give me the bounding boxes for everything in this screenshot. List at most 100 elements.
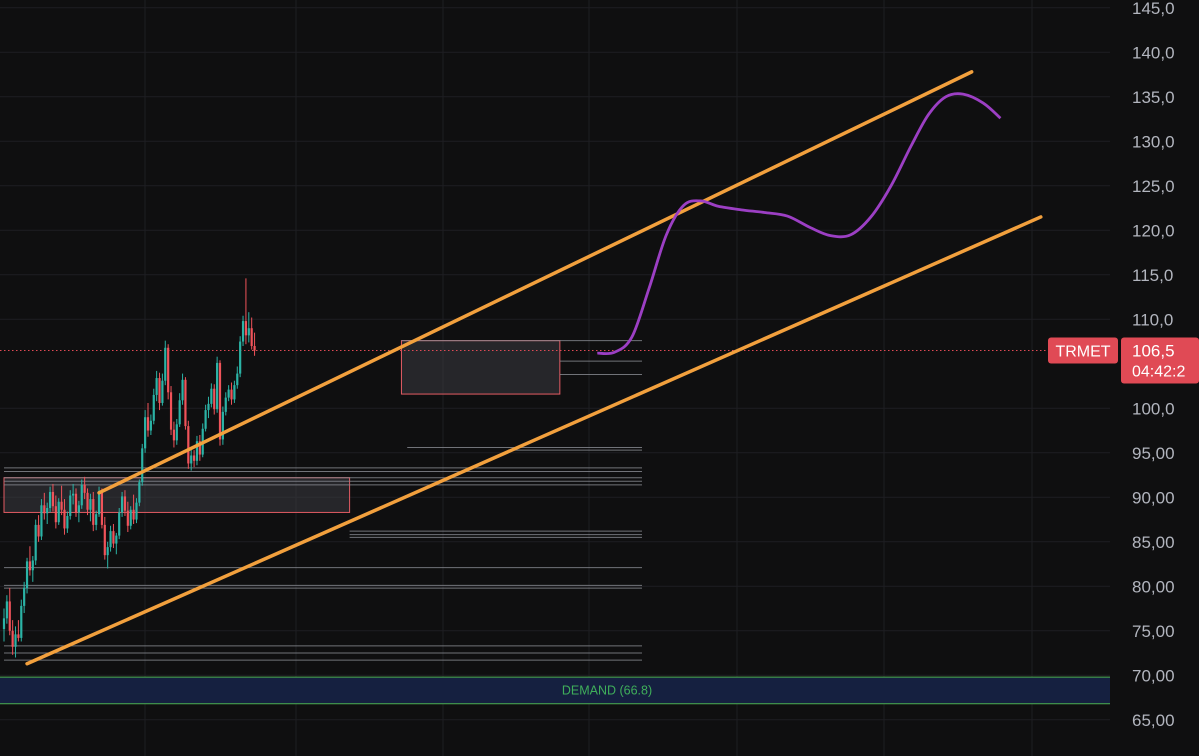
- candle-body[interactable]: [169, 392, 173, 430]
- candle-body[interactable]: [247, 328, 250, 336]
- candle-body[interactable]: [146, 417, 150, 431]
- candle-body[interactable]: [51, 491, 55, 507]
- candle-body[interactable]: [28, 561, 32, 571]
- candle-body[interactable]: [227, 389, 230, 398]
- candle-body[interactable]: [172, 429, 176, 441]
- candle-body[interactable]: [190, 455, 193, 464]
- candles[interactable]: [2, 278, 256, 658]
- candle-body[interactable]: [221, 411, 224, 440]
- candle-body[interactable]: [253, 346, 256, 351]
- price-axis[interactable]: 145,0 140,0 135,0 130,0 125,0 120,0 115,0 110,0…: [1132, 0, 1175, 730]
- candle-body[interactable]: [178, 400, 181, 425]
- candle-body[interactable]: [207, 403, 210, 411]
- candle-body[interactable]: [34, 524, 37, 561]
- candle-body[interactable]: [115, 535, 118, 544]
- candle-body[interactable]: [74, 493, 78, 513]
- candle-body[interactable]: [129, 509, 132, 526]
- candle-body[interactable]: [109, 531, 112, 548]
- candle-body[interactable]: [86, 492, 89, 510]
- candle-body[interactable]: [132, 509, 135, 520]
- candle-body[interactable]: [224, 397, 227, 412]
- candle-body[interactable]: [103, 524, 106, 556]
- candle-body[interactable]: [25, 561, 29, 589]
- candle-body[interactable]: [106, 547, 109, 556]
- projection-path[interactable]: [597, 92, 1002, 356]
- candle-body[interactable]: [236, 373, 239, 386]
- channel-line-lower[interactable]: [25, 215, 1043, 666]
- horizontal-levels[interactable]: [4, 340, 642, 661]
- candle-body[interactable]: [233, 385, 236, 400]
- candle-body[interactable]: [69, 495, 72, 516]
- candle-body[interactable]: [184, 379, 187, 427]
- candle-body[interactable]: [8, 601, 11, 631]
- candle-body[interactable]: [46, 507, 49, 514]
- candle-body[interactable]: [14, 634, 17, 647]
- candle-body[interactable]: [204, 410, 207, 429]
- candle-body[interactable]: [152, 394, 155, 421]
- candle-body[interactable]: [31, 560, 34, 571]
- candle-body[interactable]: [138, 482, 141, 503]
- candle-body[interactable]: [244, 321, 248, 336]
- candle-body[interactable]: [239, 341, 242, 374]
- price-axis-tick-label: 85,00: [1132, 533, 1175, 552]
- candle-body[interactable]: [161, 380, 164, 403]
- channel-line-upper[interactable]: [97, 70, 974, 495]
- candle-body[interactable]: [97, 491, 101, 515]
- range-box[interactable]: [400, 340, 561, 395]
- candle-body[interactable]: [54, 506, 57, 523]
- candle-body[interactable]: [195, 441, 199, 461]
- candle-body[interactable]: [149, 420, 152, 431]
- candle-body[interactable]: [72, 493, 75, 496]
- candle-body[interactable]: [155, 378, 158, 395]
- candle-body[interactable]: [198, 441, 201, 455]
- candle-body[interactable]: [118, 512, 121, 536]
- candle-body[interactable]: [48, 491, 52, 508]
- candle-body[interactable]: [181, 379, 184, 401]
- candle-body[interactable]: [60, 501, 63, 510]
- candle-body[interactable]: [2, 618, 6, 630]
- candle-body[interactable]: [80, 484, 83, 506]
- range-boxes[interactable]: [3, 340, 561, 513]
- candle-body[interactable]: [213, 388, 216, 410]
- candle-body[interactable]: [123, 496, 127, 511]
- candle-body[interactable]: [37, 524, 40, 537]
- candle-body[interactable]: [141, 448, 144, 483]
- candle-body[interactable]: [23, 588, 26, 606]
- candle-body[interactable]: [192, 455, 196, 461]
- candle-body[interactable]: [77, 505, 80, 513]
- candle-body[interactable]: [66, 515, 69, 529]
- candle-body[interactable]: [120, 496, 124, 513]
- candle-body[interactable]: [135, 502, 138, 520]
- candle-body[interactable]: [57, 501, 60, 523]
- candle-body[interactable]: [83, 484, 86, 493]
- candle-body[interactable]: [126, 510, 129, 526]
- candle-body[interactable]: [112, 531, 115, 544]
- candle-body[interactable]: [167, 347, 170, 393]
- candle-body[interactable]: [241, 321, 245, 342]
- candle-body[interactable]: [5, 601, 8, 619]
- candle-body[interactable]: [218, 362, 222, 440]
- candle-body[interactable]: [20, 605, 23, 638]
- demand-zone-rect[interactable]: [0, 677, 1110, 704]
- candle-body[interactable]: [187, 426, 190, 464]
- candle-body[interactable]: [100, 491, 104, 525]
- candle-body[interactable]: [43, 505, 46, 514]
- candle-body[interactable]: [216, 362, 219, 410]
- candle-body[interactable]: [17, 634, 20, 638]
- candle-body[interactable]: [11, 630, 14, 647]
- candle-body[interactable]: [230, 389, 233, 400]
- candle-body[interactable]: [40, 505, 43, 537]
- candle-body[interactable]: [89, 499, 92, 510]
- candle-body[interactable]: [63, 509, 66, 529]
- candle-body[interactable]: [158, 378, 161, 403]
- candle-body[interactable]: [210, 388, 213, 404]
- candle-body[interactable]: [164, 347, 167, 381]
- demand-zone[interactable]: DEMAND (66.8): [0, 676, 1110, 705]
- candle-body[interactable]: [144, 417, 147, 449]
- candle-body[interactable]: [95, 514, 98, 525]
- trend-channel[interactable]: [25, 70, 1043, 666]
- candle-body[interactable]: [250, 328, 253, 346]
- candle-body[interactable]: [175, 424, 178, 441]
- candle-body[interactable]: [92, 499, 95, 525]
